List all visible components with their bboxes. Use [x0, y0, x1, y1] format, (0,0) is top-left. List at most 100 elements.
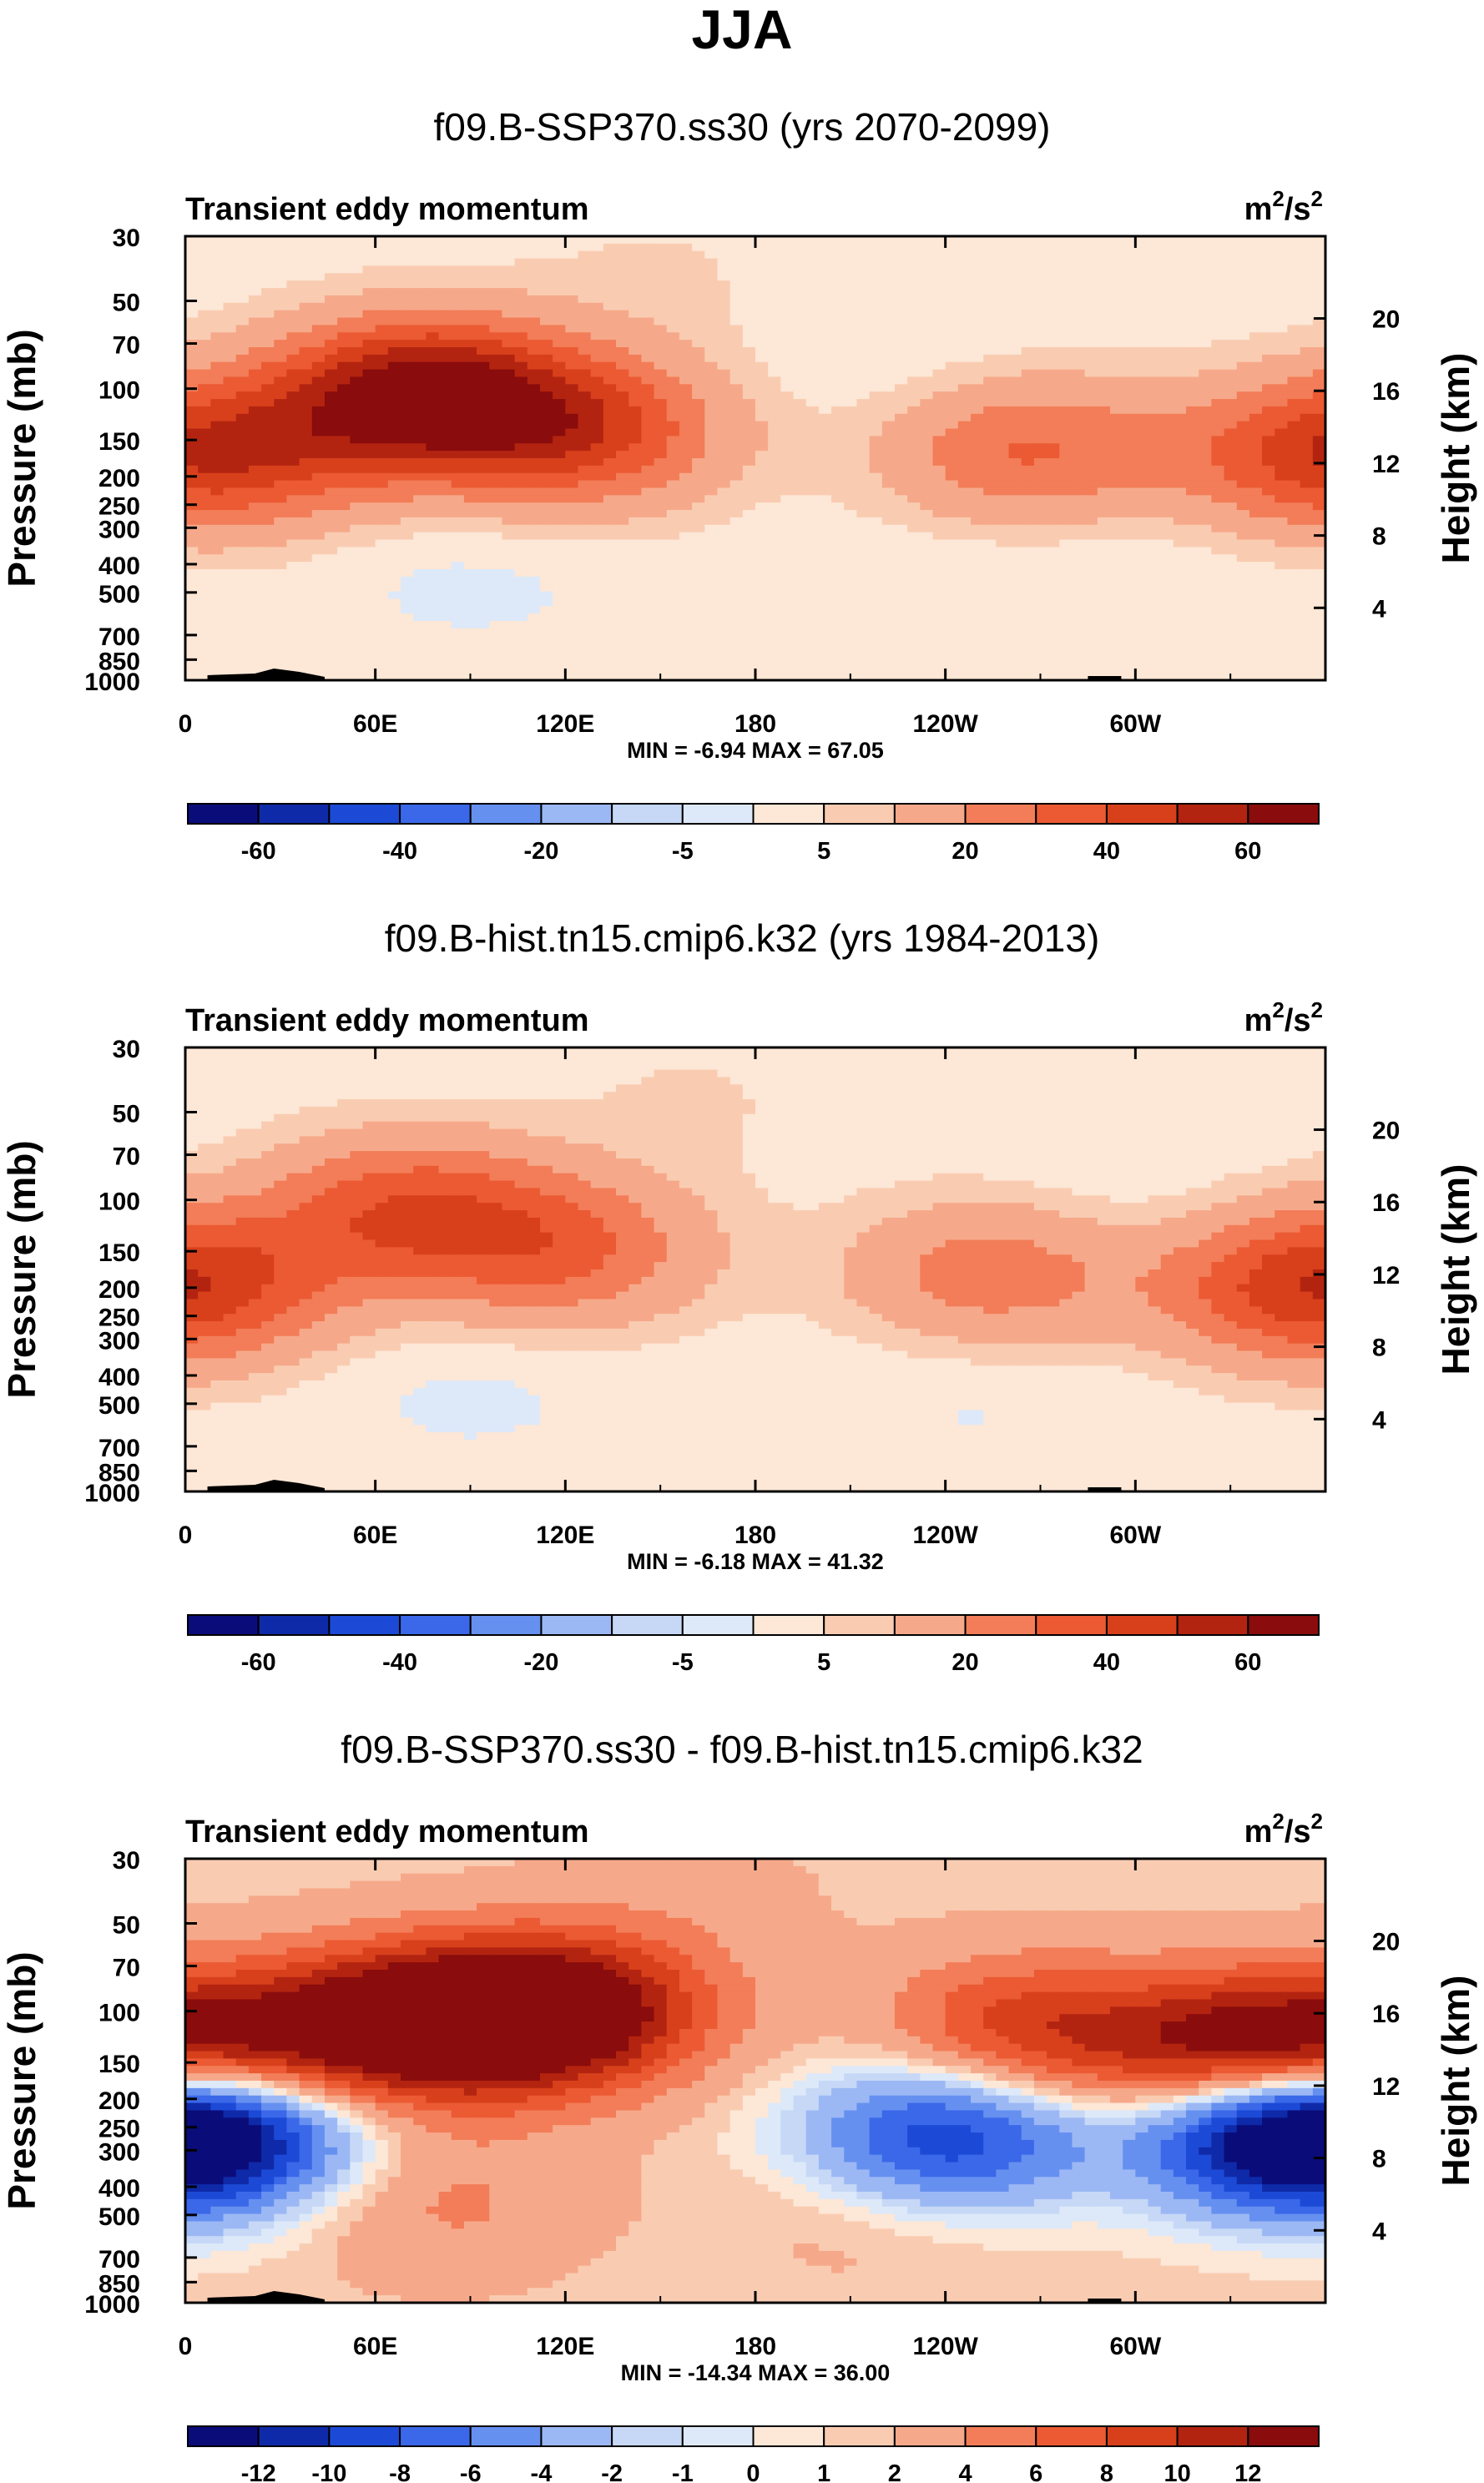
lon-tick-label: 180: [734, 1522, 776, 1549]
y-axis-label: Pressure (mb): [0, 1951, 43, 2209]
pressure-tick-label: 850: [98, 1459, 140, 1486]
colorbar: -12 -10 -8 -6 -4 -2 -1 0 1 2 4 6 8 10 12: [187, 2425, 1320, 2483]
lon-tick-label: 120E: [536, 1522, 594, 1549]
colorbar-bin: [187, 2425, 260, 2447]
pressure-tick-label: 150: [98, 428, 140, 456]
colorbar-label: -12: [241, 2460, 276, 2483]
lon-tick-label: 60W: [1109, 1522, 1161, 1549]
pressure-tick-label: 250: [98, 1305, 140, 1332]
topography: [207, 1480, 325, 1491]
colorbar-bin: [257, 803, 331, 825]
colorbar-bin: [611, 803, 684, 825]
colorbar-bin: [823, 803, 896, 825]
pressure-tick-label: 500: [98, 2203, 140, 2231]
lon-tick-label: 120W: [912, 1522, 978, 1549]
height-tick-label: 20: [1372, 1929, 1400, 1956]
colorbar-bin: [1247, 1614, 1320, 1636]
colorbar-label: 20: [951, 1649, 978, 1676]
y-axis-right-label: Height (km): [1434, 1976, 1477, 2187]
colorbar-label: -60: [241, 838, 276, 865]
lon-tick-label: 180: [734, 710, 776, 738]
colorbar-bin: [611, 2425, 684, 2447]
topography: [1088, 2299, 1122, 2303]
colorbar-bin: [399, 1614, 472, 1636]
colorbar-bin: [257, 1614, 331, 1636]
colorbar-label: -1: [672, 2460, 694, 2483]
lon-tick-label: 0: [179, 710, 193, 738]
height-tick-label: 20: [1372, 306, 1400, 334]
height-tick-label: 12: [1372, 1262, 1400, 1289]
colorbar-bin: [1035, 803, 1108, 825]
pressure-tick-label: 70: [113, 332, 140, 360]
panel-3: f09.B-SSP370.ss30 - f09.B-hist.tn15.cmip…: [0, 1728, 1477, 2483]
lon-tick-label: 0: [179, 1522, 193, 1549]
colorbar-bin: [893, 1614, 967, 1636]
colorbar-label: 0: [746, 2460, 760, 2483]
colorbar-bin: [399, 803, 472, 825]
colorbar-bin: [1176, 803, 1249, 825]
pressure-tick-label: 500: [98, 581, 140, 608]
min-max-stats: MIN = -14.34 MAX = 36.00: [621, 2360, 891, 2385]
colorbar-label: 4: [958, 2460, 972, 2483]
colorbar-label: 6: [1029, 2460, 1042, 2483]
pressure-tick-label: 850: [98, 2270, 140, 2298]
units-label: m2/s2: [1244, 186, 1323, 227]
pressure-tick-label: 400: [98, 1364, 140, 1391]
colorbar-label: 5: [817, 1649, 830, 1676]
pressure-tick-label: 200: [98, 2087, 140, 2115]
height-tick-label: 12: [1372, 2073, 1400, 2101]
pressure-tick-label: 1000: [84, 2291, 140, 2319]
pressure-tick-label: 100: [98, 2000, 140, 2027]
colorbar-bin: [752, 803, 825, 825]
colorbar-bin: [823, 2425, 896, 2447]
units-label: m2/s2: [1244, 1809, 1323, 1850]
colorbar-bin: [469, 803, 543, 825]
colorbar-bin: [187, 1614, 260, 1636]
pressure-tick-label: 30: [113, 225, 140, 252]
colorbar-bin: [1105, 803, 1179, 825]
colorbar-label: 60: [1234, 1649, 1261, 1676]
colorbar-label: 2: [888, 2460, 901, 2483]
pressure-tick-label: 30: [113, 1036, 140, 1063]
colorbar-bin: [1176, 2425, 1249, 2447]
colorbar-label: -20: [523, 838, 558, 865]
contour-field: [185, 1859, 1326, 2304]
colorbar-bin: [1247, 803, 1320, 825]
pressure-tick-label: 300: [98, 1327, 140, 1355]
colorbar-bin: [964, 1614, 1037, 1636]
colorbar-label: 40: [1093, 1649, 1120, 1676]
contour-field: [185, 1047, 1326, 1492]
colorbar-label: 1: [817, 2460, 830, 2483]
lon-tick-label: 120E: [536, 710, 594, 738]
colorbar-label: -6: [460, 2460, 482, 2483]
pressure-tick-label: 400: [98, 2175, 140, 2203]
lon-tick-label: 60W: [1109, 710, 1161, 738]
colorbar-bin: [1035, 1614, 1108, 1636]
colorbar-bin: [752, 2425, 825, 2447]
pressure-tick-label: 1000: [84, 1480, 140, 1507]
colorbar-bin: [328, 803, 401, 825]
lon-tick-label: 60E: [353, 2333, 397, 2360]
min-max-stats: MIN = -6.18 MAX = 41.32: [627, 1549, 884, 1574]
colorbar-label: -5: [672, 838, 694, 865]
topography: [207, 2291, 325, 2303]
lon-tick-label: 120W: [912, 2333, 978, 2360]
colorbar-label: -8: [389, 2460, 411, 2483]
colorbar-bin: [681, 803, 755, 825]
lon-tick-label: 60W: [1109, 2333, 1161, 2360]
pressure-tick-label: 250: [98, 493, 140, 521]
panel-title: f09.B-SSP370.ss30 (yrs 2070-2099): [434, 105, 1051, 149]
height-tick-label: 20: [1372, 1118, 1400, 1145]
colorbar-bin: [187, 803, 260, 825]
lon-tick-label: 180: [734, 2333, 776, 2360]
topography: [207, 669, 325, 680]
pressure-tick-label: 70: [113, 1955, 140, 1982]
colorbar-bin: [540, 803, 613, 825]
pressure-tick-label: 70: [113, 1143, 140, 1171]
pressure-tick-label: 700: [98, 1435, 140, 1462]
y-axis-label: Pressure (mb): [0, 329, 43, 587]
pressure-tick-label: 30: [113, 1847, 140, 1875]
colorbar-bin: [1105, 1614, 1179, 1636]
colorbar-bin: [752, 1614, 825, 1636]
